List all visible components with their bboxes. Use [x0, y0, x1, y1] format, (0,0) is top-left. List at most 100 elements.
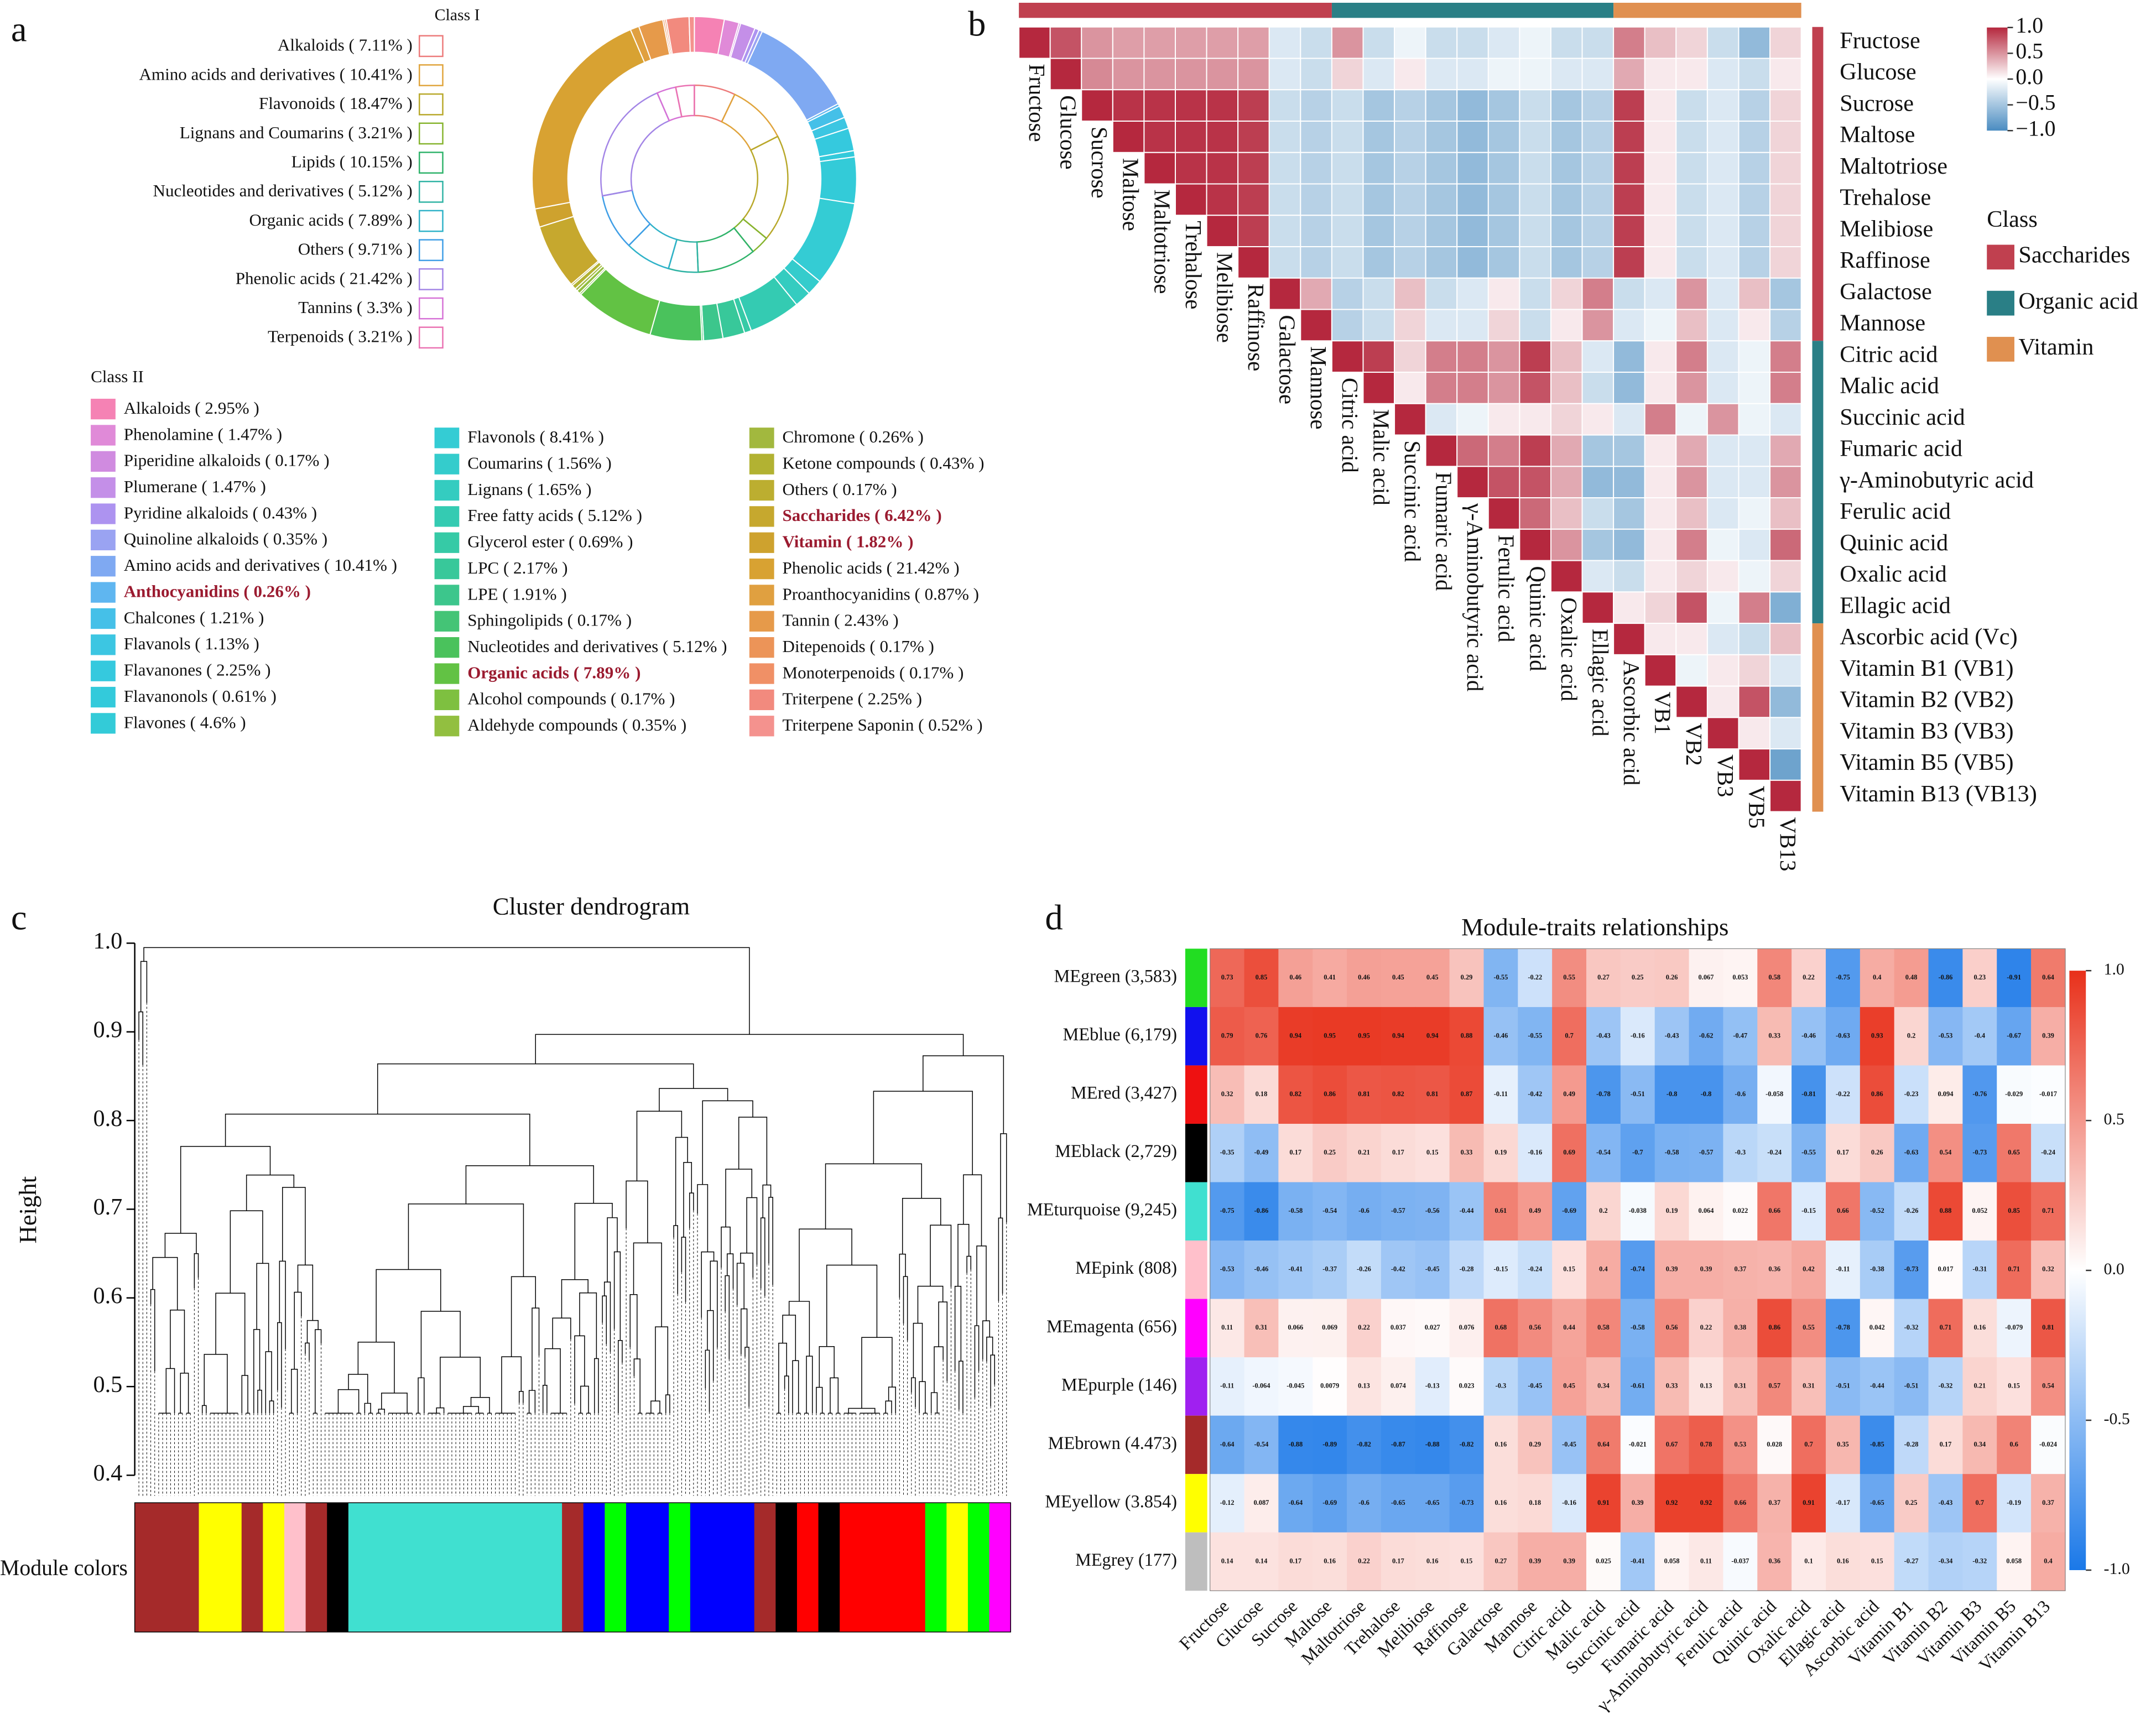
heatmap-cell	[1518, 1415, 1553, 1474]
legend-label: Nucleotides and derivatives ( 5.12% )	[467, 637, 727, 656]
cell-label: 0.94	[1426, 1031, 1439, 1039]
heatmap-cell	[1738, 246, 1771, 279]
heatmap-cell	[1581, 466, 1615, 499]
cell-label: -0.44	[1870, 1382, 1884, 1390]
legend-swatch	[418, 35, 444, 58]
donut-segment	[819, 156, 857, 205]
heatmap-cell	[1550, 560, 1583, 593]
heatmap-cell	[1644, 152, 1677, 185]
inner-ring-segment	[721, 93, 779, 152]
module-color	[711, 1503, 733, 1632]
heatmap-cell	[1425, 277, 1458, 310]
heatmap-cell	[1706, 246, 1740, 279]
heatmap-cell	[1394, 215, 1426, 248]
heatmap-cell	[1757, 1007, 1792, 1066]
heatmap-cell	[1415, 948, 1450, 1008]
heatmap-cell	[1792, 1299, 1826, 1358]
branch	[580, 1385, 589, 1414]
heatmap-cell	[1415, 1182, 1450, 1241]
inner-ring-segment	[600, 92, 670, 197]
cell-label: 0.058	[2006, 1557, 2022, 1565]
heatmap-cell	[1313, 1182, 1347, 1241]
heatmap-cell	[1723, 1299, 1758, 1358]
branch	[463, 1406, 480, 1414]
cell-label: 0.88	[1940, 1207, 1952, 1215]
heatmap-cell	[1962, 1357, 1997, 1416]
cell-label: 0.64	[1597, 1440, 1610, 1448]
legend-title: Class	[1987, 206, 2038, 232]
cell-label: 0.55	[1803, 1323, 1815, 1331]
heatmap-cell	[1362, 215, 1395, 248]
heatmap-cell	[1456, 434, 1489, 467]
heatmap-cell	[1550, 183, 1583, 216]
cell-label: 0.14	[1221, 1557, 1233, 1565]
heatmap-cell	[1706, 277, 1740, 310]
heatmap-cell	[1381, 1123, 1416, 1183]
heatmap-cell	[1313, 1357, 1347, 1416]
branch	[291, 1369, 298, 1414]
heatmap-cell	[1456, 89, 1489, 122]
class-bar	[1812, 27, 1824, 341]
cell-label: -0.064	[1252, 1382, 1270, 1390]
legend-label: Quinoline alkaloids ( 0.35% )	[124, 529, 327, 549]
heatmap-cell	[1654, 1415, 1690, 1474]
heatmap-cell	[1487, 89, 1520, 122]
diagonal-label: Galactose	[1275, 315, 1300, 404]
branch	[607, 1217, 618, 1283]
heatmap-cell	[1456, 309, 1489, 342]
legend-label: Amino acids and derivatives ( 10.41% )	[124, 555, 397, 575]
heatmap-cell	[1081, 26, 1113, 59]
inner-ring-segment	[694, 84, 736, 123]
branch	[143, 947, 750, 1035]
heatmap-cell	[1792, 1241, 1826, 1300]
row-label: MEturquoise (9,245)	[1027, 1200, 1177, 1219]
heatmap-cell	[1347, 1415, 1382, 1474]
inner-ring-segment	[601, 189, 652, 247]
cell-label: 0.39	[2042, 1031, 2054, 1039]
heatmap-cell	[1456, 403, 1489, 436]
module-color	[690, 1503, 712, 1632]
branch	[959, 1361, 964, 1414]
heatmap-cell	[1769, 152, 1802, 185]
heatmap-cell	[1449, 1357, 1485, 1416]
cell-label: 0.25	[1324, 1149, 1336, 1156]
heatmap-cell	[1381, 1357, 1416, 1416]
module-color	[1185, 1241, 1207, 1299]
heatmap-cell	[1894, 1532, 1929, 1592]
module-color	[882, 1503, 904, 1632]
cell-label: -0.045	[1287, 1382, 1304, 1390]
heatmap-cell	[1394, 309, 1426, 342]
heatmap-cell	[1552, 1182, 1587, 1241]
heatmap-cell	[1244, 1299, 1279, 1358]
heatmap-cell	[1381, 1415, 1416, 1474]
diagonal-label: Ferulic acid	[1494, 535, 1519, 643]
heatmap-cell	[1997, 1532, 2032, 1592]
heatmap-cell	[1928, 1182, 1964, 1241]
heatmap-cell	[1175, 89, 1207, 122]
module-color	[626, 1503, 648, 1632]
heatmap-cell	[1997, 1123, 2032, 1183]
cell-label: 0.17	[1940, 1440, 1952, 1448]
branch	[201, 1405, 207, 1414]
panel-label: a	[11, 9, 27, 49]
heatmap-cell	[1675, 26, 1708, 59]
row-label: Mannose	[1840, 310, 1925, 336]
heatmap-cell	[1519, 89, 1551, 122]
heatmap-cell	[1675, 277, 1708, 310]
heatmap-cell	[1268, 58, 1301, 91]
legend-label: Flavanones ( 2.25% )	[124, 660, 271, 680]
heatmap-cell	[1483, 1182, 1519, 1241]
branch	[315, 1329, 322, 1414]
heatmap-cell	[1244, 1123, 1279, 1183]
heatmap-cell	[1706, 372, 1740, 404]
heatmap-cell	[1362, 340, 1395, 373]
heatmap-cell	[1757, 1182, 1792, 1241]
heatmap-cell	[2031, 1474, 2066, 1533]
module-color	[1185, 1415, 1207, 1474]
heatmap-cell	[1620, 1415, 1655, 1474]
legend-swatch	[434, 716, 460, 737]
legend-swatch	[91, 634, 116, 655]
cell-label: -0.3	[1735, 1149, 1746, 1156]
axis-label: Height	[14, 1176, 41, 1243]
colorbar-tick-label: -0.5	[2104, 1410, 2130, 1428]
